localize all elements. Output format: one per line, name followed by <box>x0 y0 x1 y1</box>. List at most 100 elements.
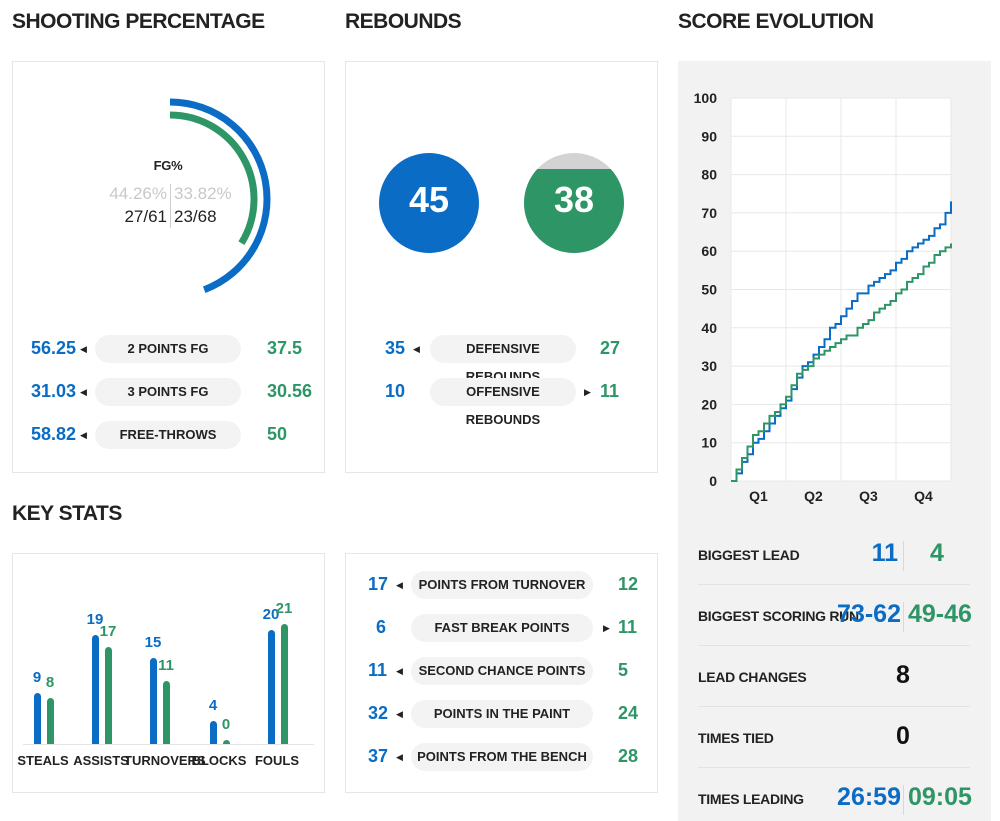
y-tick-label: 100 <box>694 90 718 106</box>
stat-bar-label: ASSISTS <box>73 753 129 768</box>
fg-arc-team-b <box>169 111 258 246</box>
stat-team-a-value: 73-62 <box>837 600 901 628</box>
stat-value: 0 <box>896 722 910 750</box>
stat-label: LEAD CHANGES <box>698 669 807 685</box>
stat-row-lead-changes: LEAD CHANGES 8 <box>698 647 970 707</box>
stat-divider <box>903 541 904 571</box>
y-tick-label: 90 <box>701 128 717 144</box>
rebounds-title: REBOUNDS <box>345 10 462 33</box>
left-arrow-icon: ◀ <box>80 344 87 354</box>
stat-bar-value-team-a: 19 <box>86 611 104 629</box>
row-team-b-value: 37.5 <box>267 338 303 358</box>
fg-team-b-made: 23/68 <box>174 207 217 226</box>
y-tick-label: 80 <box>701 167 717 183</box>
y-tick-label: 50 <box>701 282 717 298</box>
score-evolution-panel: 0 10 20 30 40 50 60 70 80 90 100 Q1 Q2 Q3 Q4 BIGGEST L… <box>678 61 991 821</box>
key-stats-bars: 9 8 STEALS 19 17 ASSISTS 15 11 TURNOVERS 4 0 BLOCKS… <box>13 554 326 794</box>
stat-bar-team-b <box>280 624 288 744</box>
left-arrow-icon: ◀ <box>80 387 87 397</box>
row-team-a-value: 17 <box>368 574 389 594</box>
bar-baseline <box>23 744 314 745</box>
key-stats-title: KEY STATS <box>12 502 122 525</box>
stat-bar-team-a <box>149 658 157 744</box>
stat-team-a-value: 11 <box>871 539 898 567</box>
stat-bar-team-a <box>267 629 275 744</box>
row-team-a-value: 10 <box>385 381 406 401</box>
row-label: POINTS FROM THE BENCH <box>411 743 593 771</box>
fg-team-b-pct: 33.82% <box>174 184 232 203</box>
key-stats-card: 9 8 STEALS 19 17 ASSISTS 15 11 TURNOVERS 4 0 BLOCKS… <box>12 553 325 793</box>
right-arrow-icon: ▶ <box>584 387 591 397</box>
left-arrow-icon: ◀ <box>396 580 403 590</box>
row-team-a-value: 37 <box>368 746 389 766</box>
fg-arc-team-a <box>169 98 271 294</box>
row-team-a-value: 31.03 <box>31 381 77 401</box>
left-arrow-icon: ◀ <box>413 344 420 354</box>
row-team-a-value: 32 <box>368 703 389 723</box>
shooting-title: SHOOTING PERCENTAGE <box>12 10 265 33</box>
shooting-card: FG% 44.26% 33.82% 27/61 23/68 56.25 ◀ 2 … <box>12 61 325 473</box>
row-team-b-value: 27 <box>600 338 621 358</box>
stat-bar-value-team-b: 21 <box>275 600 293 617</box>
stat-bar-value-team-b: 17 <box>99 622 117 640</box>
stat-team-b-value: 09:05 <box>908 783 972 811</box>
row-label: FAST BREAK POINTS <box>411 614 593 642</box>
stat-bar-value-team-a: 4 <box>208 697 218 715</box>
stat-bar-team-b <box>222 740 230 744</box>
score-line-team-a <box>731 201 952 482</box>
left-arrow-icon: ◀ <box>80 430 87 440</box>
stat-divider <box>903 785 904 815</box>
stat-row-times-leading: TIMES LEADING 26:59 09:05 <box>698 769 972 821</box>
score-evolution-title: SCORE EVOLUTION <box>678 10 874 33</box>
y-tick-label: 70 <box>701 205 717 221</box>
row-label: POINTS IN THE PAINT <box>411 700 593 728</box>
stat-bar-team-b <box>162 681 170 744</box>
stat-label: TIMES TIED <box>698 730 774 746</box>
row-team-b-value: 28 <box>618 746 639 766</box>
fg-arc-chart <box>169 98 271 294</box>
stat-bar-label: BLOCKS <box>191 753 247 768</box>
rebounds-team-a-total: 45 <box>408 179 450 220</box>
stat-label: TIMES LEADING <box>698 791 804 807</box>
score-line-chart: 0 10 20 30 40 50 60 70 80 90 100 Q1 Q2 Q3 Q4 <box>694 90 952 504</box>
left-arrow-icon: ◀ <box>396 709 403 719</box>
fg-team-a-made: 27/61 <box>124 207 167 226</box>
stat-bar-label: TURNOVERS <box>124 753 206 768</box>
rebounds-team-b-total: 38 <box>553 179 595 220</box>
stat-bar-team-b <box>46 698 54 744</box>
fg-team-a-pct: 44.26% <box>109 184 167 203</box>
stat-bar-team-a <box>91 635 99 744</box>
right-arrow-icon: ▶ <box>603 623 610 633</box>
stat-bar-label: FOULS <box>254 753 300 768</box>
stat-bar-value-team-a: 15 <box>144 634 162 652</box>
row-team-a-value: 11 <box>368 660 388 680</box>
stat-divider <box>903 602 904 632</box>
x-tick-label: Q4 <box>914 488 933 504</box>
stat-bar-value-team-b: 0 <box>221 716 231 733</box>
y-tick-label: 20 <box>701 396 717 412</box>
rebounds-team-b-fill <box>524 169 624 253</box>
stat-bar-value-team-b: 11 <box>158 657 174 675</box>
row-label: FREE-THROWS <box>95 421 241 449</box>
stat-bar-label: STEALS <box>17 753 69 768</box>
stat-row-biggest-scoring-run: BIGGEST SCORING RUN 73-62 49-46 <box>698 586 972 646</box>
points-card: 17 ◀ POINTS FROM TURNOVER 12 6 FAST BREA… <box>345 553 658 793</box>
stat-bar-team-a <box>209 721 217 744</box>
y-tick-label: 0 <box>709 473 717 489</box>
stat-team-b-value: 49-46 <box>908 600 972 628</box>
row-team-b-value: 30.56 <box>267 381 313 401</box>
row-label: 2 POINTS FG <box>95 335 241 363</box>
row-label: POINTS FROM TURNOVER <box>411 571 593 599</box>
row-team-a-value: 58.82 <box>31 424 77 444</box>
stat-row-biggest-lead: BIGGEST LEAD 11 4 <box>698 525 970 585</box>
row-team-b-value: 11 <box>618 617 638 637</box>
stat-bar-value-team-b: 8 <box>45 674 55 692</box>
row-label: OFFENSIVE REBOUNDS <box>430 378 576 427</box>
row-team-b-value: 12 <box>618 574 639 594</box>
stat-bar-team-a <box>33 692 41 744</box>
row-label: 3 POINTS FG <box>95 378 241 406</box>
y-tick-label: 10 <box>701 435 717 451</box>
row-team-a-value: 56.25 <box>31 338 77 358</box>
stat-value: 8 <box>896 661 910 689</box>
y-tick-label: 30 <box>701 358 717 374</box>
